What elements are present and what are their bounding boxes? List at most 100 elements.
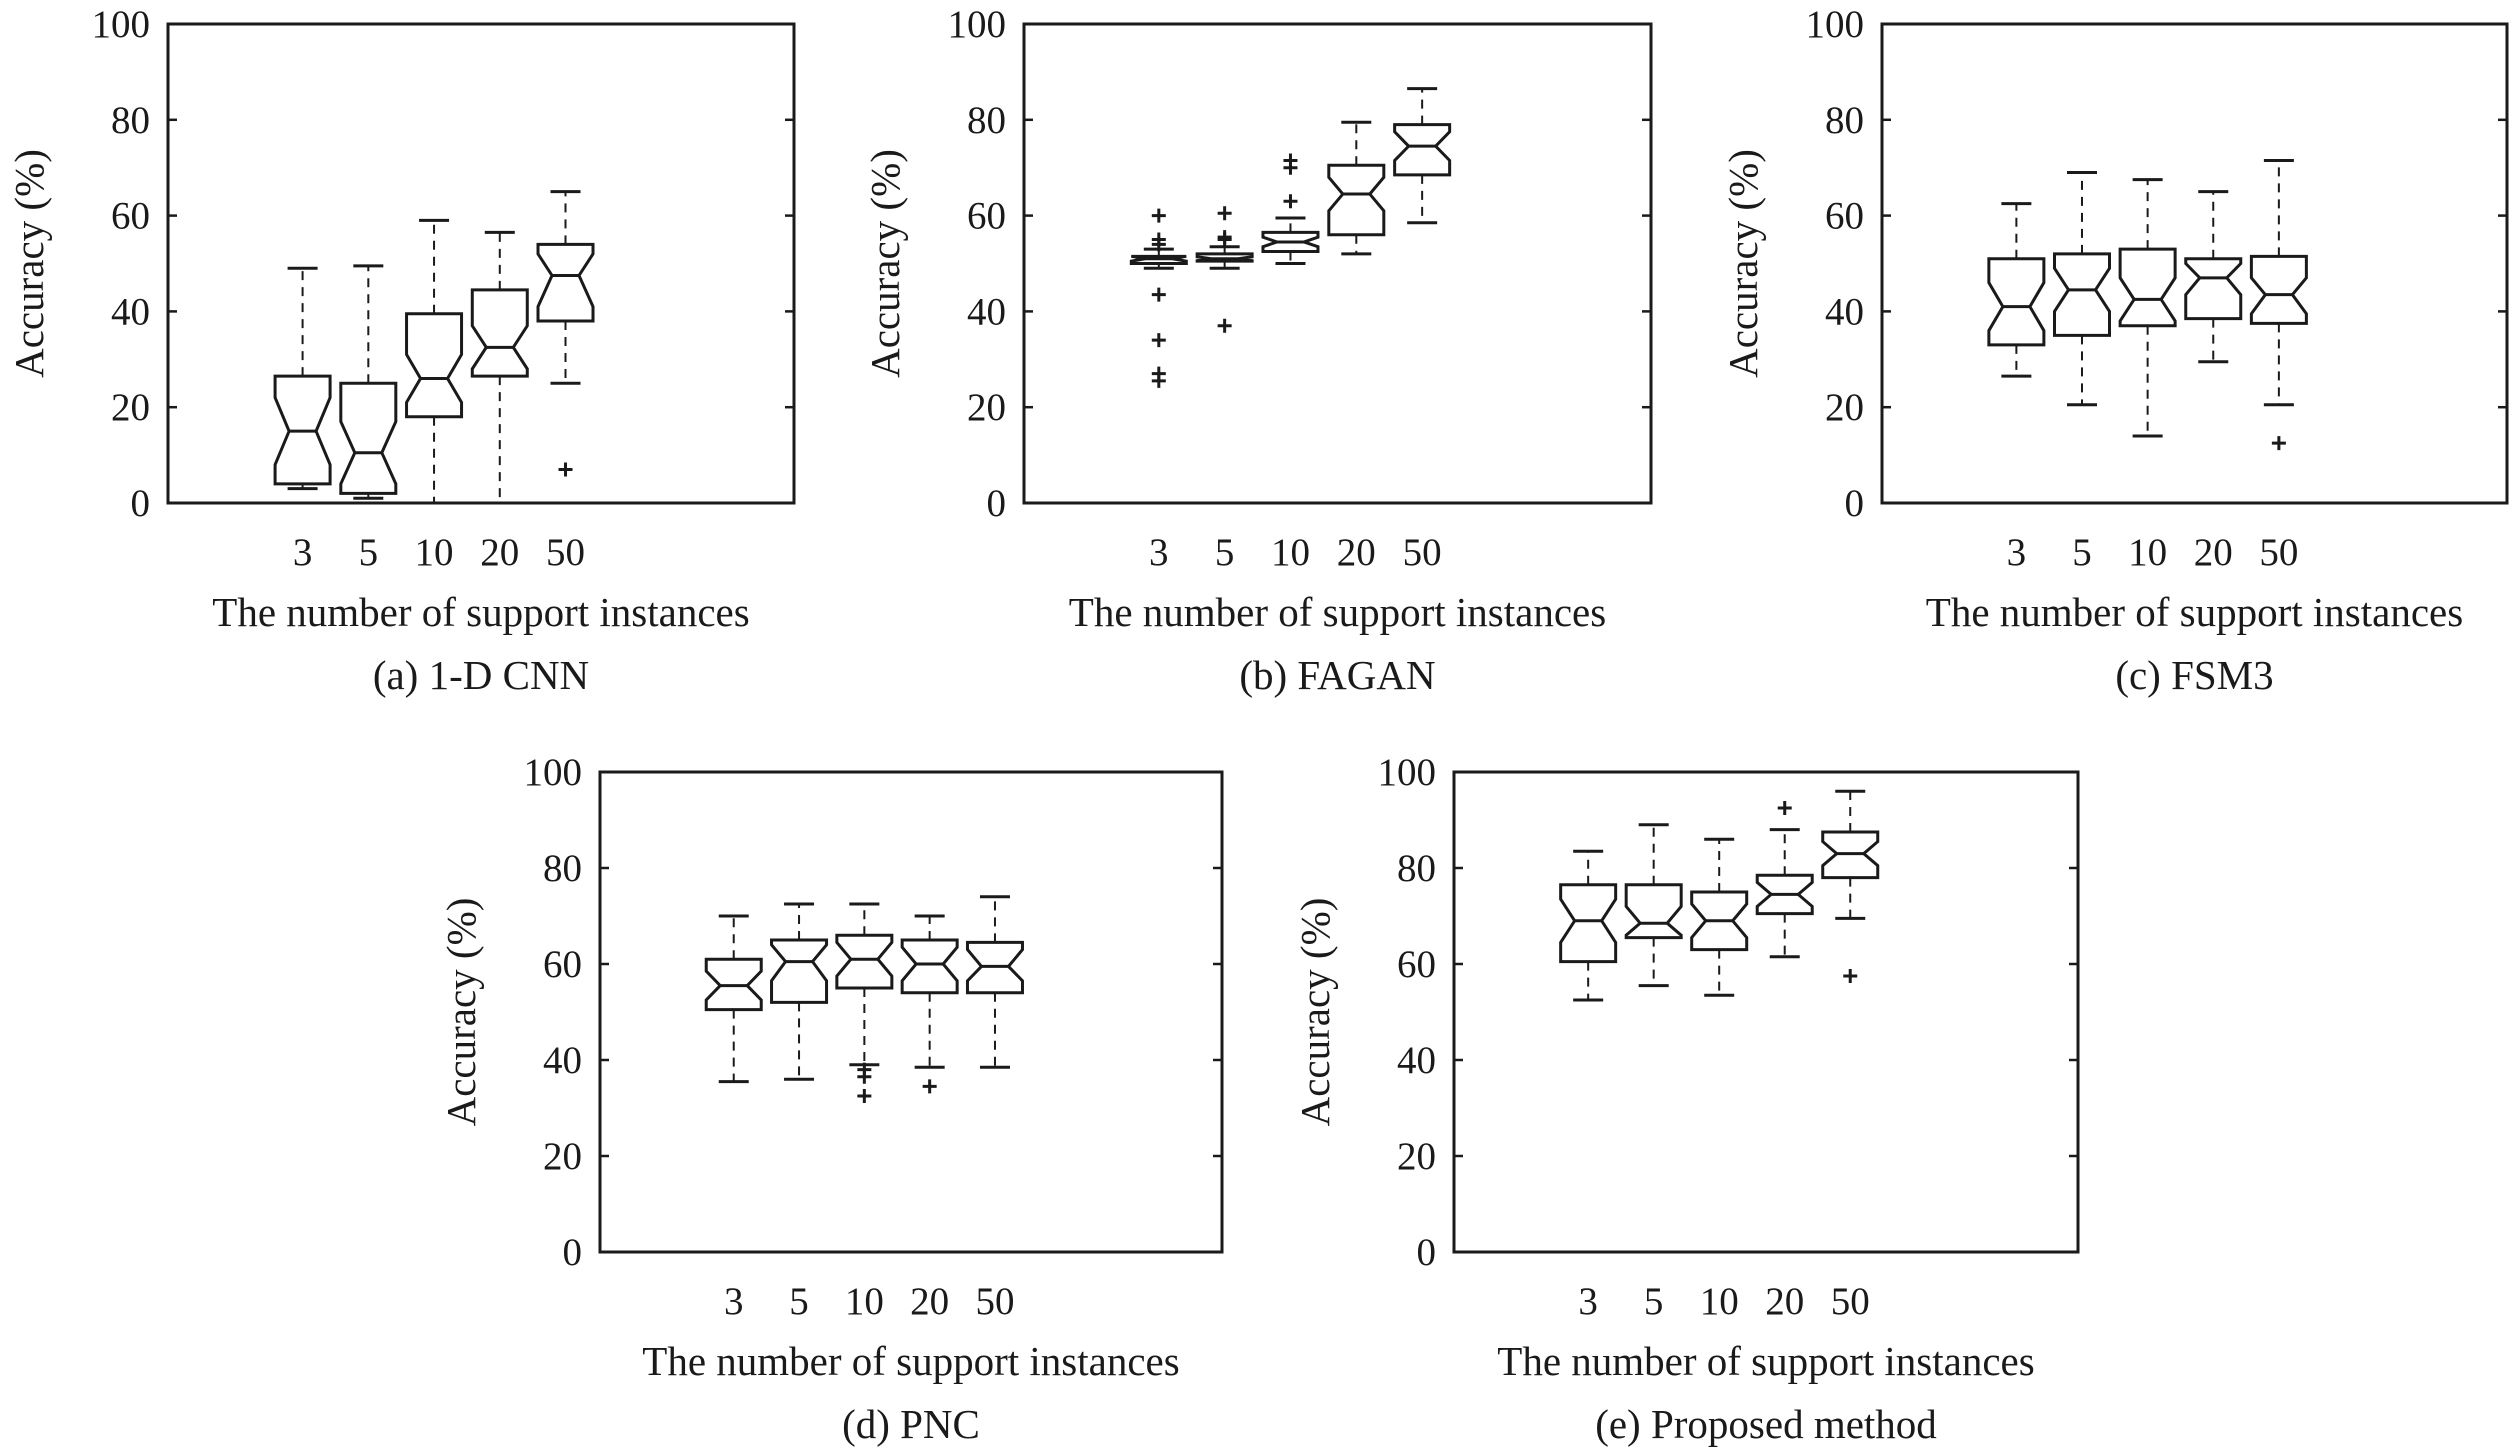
y-tick-label: 40 (1825, 290, 1864, 333)
notched-box (900, 938, 959, 995)
x-tick-label: 5 (359, 531, 379, 574)
y-tick-label: 0 (987, 482, 1007, 525)
x-tick-label: 50 (2259, 531, 2298, 574)
y-tick-label: 60 (1825, 195, 1864, 238)
panel-caption: (d) PNC (842, 1401, 980, 1447)
plot-frame (598, 770, 1224, 1254)
y-tick-label: 0 (131, 482, 151, 525)
notched-box (2249, 254, 2308, 325)
outlier-marker (558, 462, 573, 477)
box-3 (1129, 208, 1188, 388)
notched-box (770, 938, 829, 1004)
panel-caption: (e) Proposed method (1595, 1401, 1937, 1447)
box-3 (1559, 849, 1618, 1002)
notched-box (1559, 883, 1618, 964)
y-tick-label: 20 (111, 386, 150, 429)
box-10 (405, 218, 464, 505)
outlier-marker (1217, 318, 1232, 333)
box-20 (900, 914, 959, 1094)
box-10 (835, 902, 894, 1103)
outlier-marker (1843, 969, 1858, 983)
y-tick-label: 100 (948, 3, 1007, 46)
plot-frame (166, 22, 796, 505)
x-tick-label: 5 (2072, 531, 2092, 574)
y-axis-label: Accuracy (%) (1292, 898, 1338, 1127)
box-5 (770, 902, 829, 1081)
notched-box (339, 381, 398, 495)
x-tick-label: 3 (293, 531, 313, 574)
chart-panel-1: 0 20 40 60 80 100 Accuracy (%) 3 5 10 20 50 The numb… (6, 3, 796, 698)
y-axis-label: Accuracy (%) (6, 149, 52, 378)
y-tick-label: 60 (1397, 943, 1436, 986)
x-tick-label: 5 (1215, 531, 1235, 574)
x-tick-label: 50 (546, 531, 585, 574)
box-10 (2118, 178, 2177, 438)
chart-panel-2: 0 20 40 60 80 100 Accuracy (%) 3 5 10 20 50 The numb… (862, 3, 1653, 698)
y-tick-label: 100 (92, 3, 151, 46)
y-tick-label: 80 (967, 99, 1006, 142)
box-3 (273, 266, 332, 491)
outlier-marker (1151, 237, 1166, 252)
y-tick-label: 60 (967, 195, 1006, 238)
outlier-marker (1283, 194, 1298, 209)
notched-box (2118, 247, 2177, 328)
box-5 (2053, 170, 2111, 407)
outlier-marker (1283, 153, 1298, 168)
x-tick-label: 50 (1403, 531, 1442, 574)
outlier-marker (1151, 333, 1166, 348)
notched-box (2053, 252, 2111, 337)
notched-box (1393, 123, 1452, 177)
y-tick-label: 60 (543, 943, 582, 986)
outlier-marker (1217, 232, 1232, 247)
y-axis-label: Accuracy (%) (862, 149, 908, 378)
x-axis-label: The number of support instances (1497, 1338, 2034, 1384)
x-axis-label: The number of support instances (212, 589, 749, 635)
x-tick-label: 10 (1271, 531, 1310, 574)
y-tick-label: 60 (111, 195, 150, 238)
y-tick-label: 100 (524, 751, 583, 794)
x-tick-label: 20 (1337, 531, 1376, 574)
y-tick-label: 80 (1397, 847, 1436, 890)
box-20 (2184, 190, 2243, 364)
x-tick-label: 20 (1765, 1280, 1804, 1323)
x-tick-label: 20 (910, 1280, 949, 1323)
y-tick-label: 40 (543, 1039, 582, 1082)
y-tick-label: 0 (1845, 482, 1865, 525)
y-tick-label: 40 (967, 290, 1006, 333)
y-tick-label: 20 (1825, 386, 1864, 429)
y-tick-label: 20 (543, 1135, 582, 1178)
y-tick-label: 100 (1806, 3, 1865, 46)
x-tick-label: 3 (1578, 1280, 1598, 1323)
outlier-marker (1217, 206, 1232, 221)
panel-caption: (b) FAGAN (1239, 652, 1435, 698)
chart-panel-4: 0 20 40 60 80 100 Accuracy (%) 3 5 10 20 50 The numb… (438, 751, 1224, 1447)
x-tick-label: 3 (2007, 531, 2027, 574)
box-50 (965, 895, 1024, 1069)
notched-box (1327, 163, 1386, 237)
x-axis-label: The number of support instances (642, 1338, 1179, 1384)
box-20 (470, 230, 529, 505)
x-tick-label: 10 (415, 531, 454, 574)
x-tick-label: 20 (2194, 531, 2233, 574)
chart-panel-3: 0 20 40 60 80 100 Accuracy (%) 3 5 10 20 50 The numb… (1720, 3, 2509, 698)
notched-box (835, 933, 894, 990)
x-tick-label: 5 (1644, 1280, 1664, 1323)
x-axis-label: The number of support instances (1926, 589, 2463, 635)
x-tick-label: 10 (2128, 531, 2167, 574)
y-tick-label: 0 (1417, 1231, 1437, 1274)
outlier-marker (857, 1089, 872, 1103)
plot-frame (1880, 22, 2509, 505)
box-10 (1690, 837, 1749, 997)
box-5 (1195, 206, 1254, 333)
box-5 (339, 264, 398, 500)
x-tick-label: 3 (724, 1280, 744, 1323)
x-tick-label: 10 (845, 1280, 884, 1323)
notched-box (405, 312, 464, 419)
plot-frame (1022, 22, 1653, 505)
outlier-marker (922, 1079, 937, 1094)
outlier-marker (1151, 208, 1166, 223)
y-tick-label: 80 (111, 99, 150, 142)
box-5 (1624, 823, 1683, 988)
box-20 (1755, 801, 1814, 959)
